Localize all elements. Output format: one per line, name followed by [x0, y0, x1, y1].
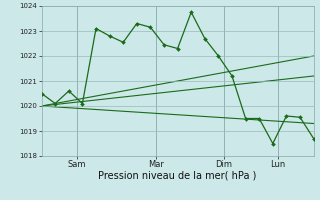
X-axis label: Pression niveau de la mer( hPa ): Pression niveau de la mer( hPa )	[99, 171, 257, 181]
